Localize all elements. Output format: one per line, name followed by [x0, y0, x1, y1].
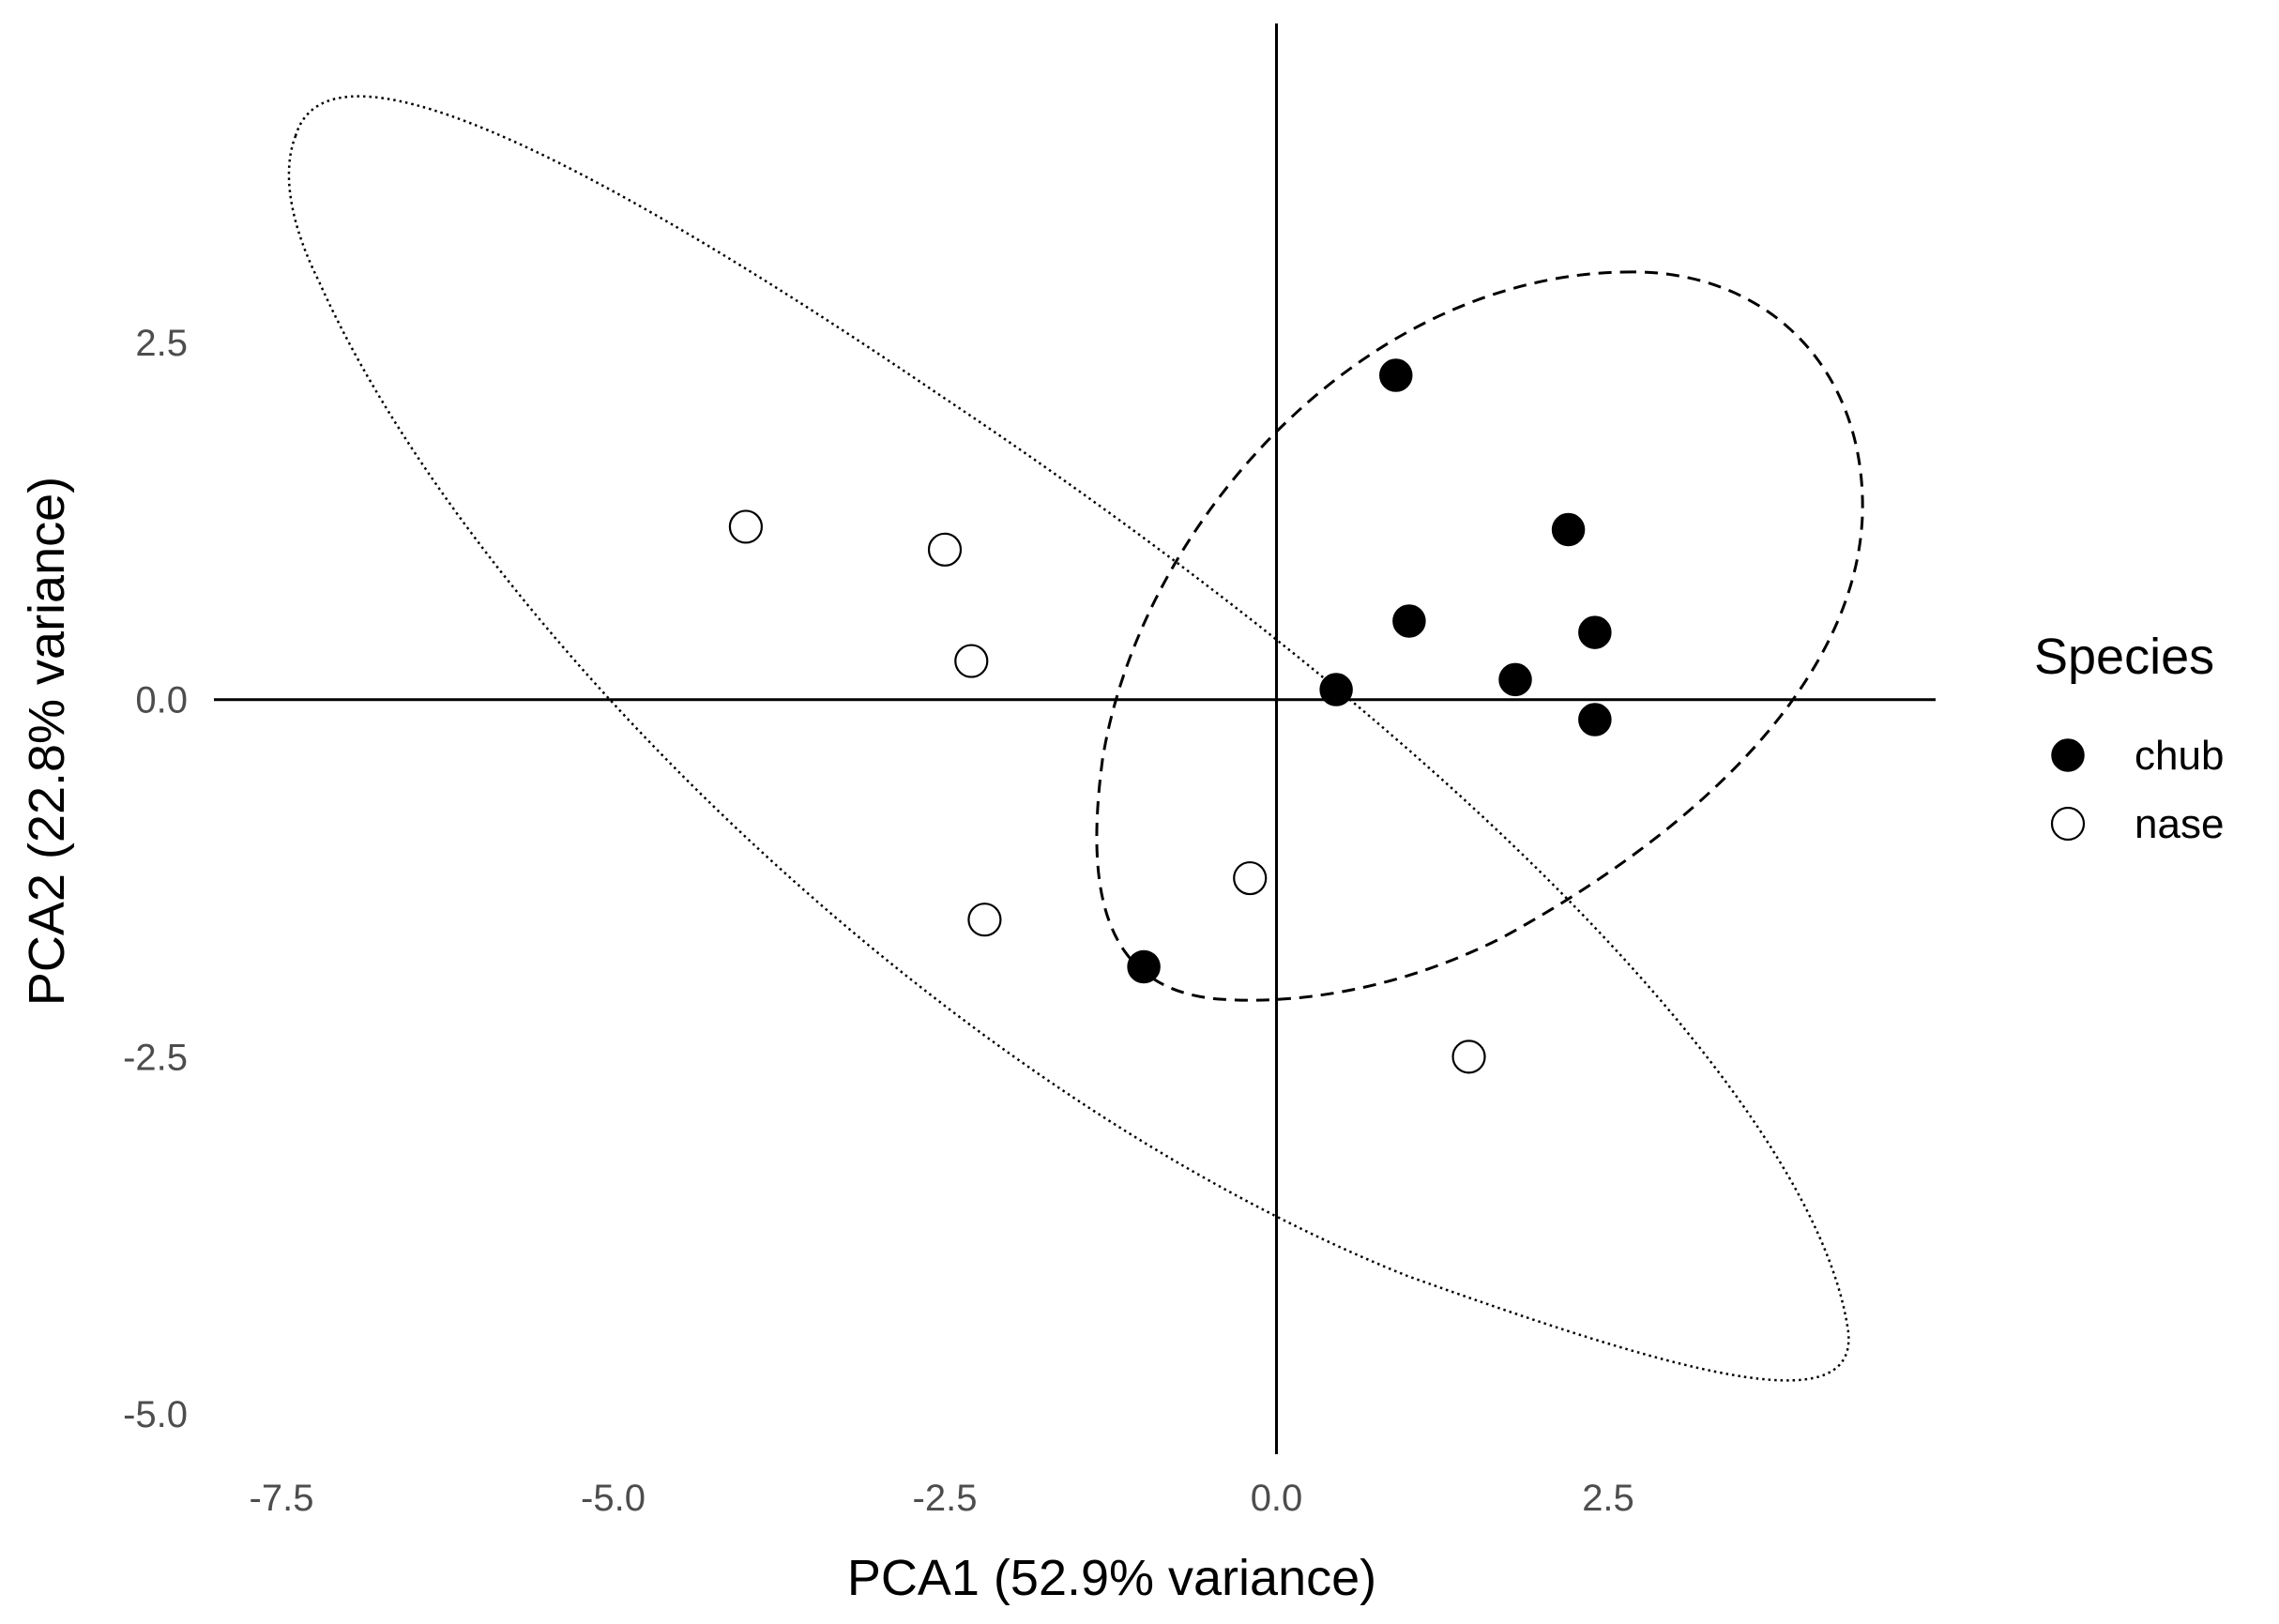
chub-point: [1127, 949, 1161, 984]
x-axis-ticks: -7.5 -5.0 -2.5 0.0 2.5: [250, 1478, 1634, 1519]
y-axis-ticks: -5.0 -2.5 0.0 2.5: [123, 323, 188, 1435]
x-tick-label: 2.5: [1582, 1478, 1634, 1519]
chub-ellipse: [1095, 270, 1864, 1002]
nase-point: [728, 509, 764, 544]
legend-title: Species: [2034, 629, 2214, 685]
nase-point: [927, 532, 963, 567]
chub-point: [1392, 604, 1426, 638]
nase-point: [1233, 860, 1268, 896]
legend-label-chub: chub: [2135, 733, 2224, 779]
y-axis-title: PCA2 (22.8% variance): [19, 477, 75, 1006]
legend-marker-chub: [2051, 738, 2085, 772]
legend: Species chub nase: [2034, 629, 2224, 847]
x-tick-label: -2.5: [913, 1478, 978, 1519]
y-tick-label: 2.5: [135, 323, 188, 364]
chub-point: [1379, 358, 1413, 392]
y-tick-label: -2.5: [123, 1037, 188, 1078]
y-tick-label: -5.0: [123, 1394, 188, 1435]
chub-point: [1578, 703, 1612, 736]
legend-entries: chub nase: [2050, 733, 2224, 847]
nase-point: [967, 903, 1002, 937]
y-tick-label: 0.0: [135, 680, 188, 721]
chub-point: [1578, 615, 1612, 649]
nase-point: [1451, 1040, 1486, 1074]
nase-point: [954, 644, 989, 678]
x-axis-title: PCA1 (52.9% variance): [847, 1550, 1376, 1606]
chub-point: [1551, 512, 1586, 547]
x-tick-label: 0.0: [1251, 1478, 1303, 1519]
legend-label-nase: nase: [2135, 801, 2224, 847]
x-tick-label: -7.5: [250, 1478, 314, 1519]
legend-marker-nase: [2050, 806, 2086, 842]
chub-point: [1498, 662, 1532, 697]
x-tick-label: -5.0: [581, 1478, 646, 1519]
ellipses-layer: [287, 95, 1864, 1382]
chub-point: [1319, 673, 1353, 706]
points-layer: [728, 358, 1612, 1074]
